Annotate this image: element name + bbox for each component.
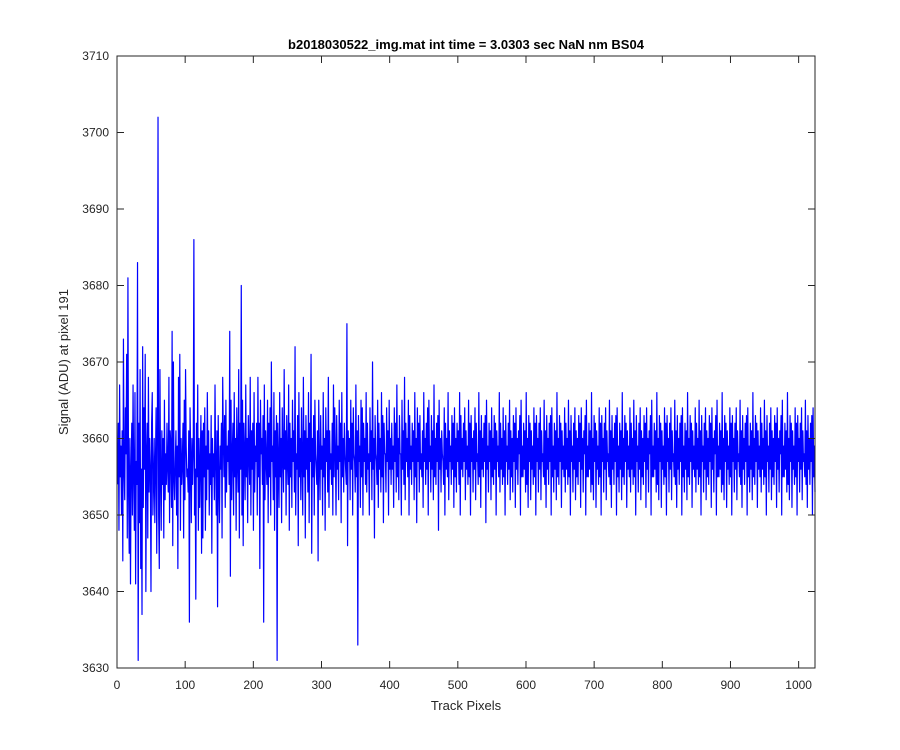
x-tick-label: 500 — [448, 678, 468, 692]
y-tick-label: 3650 — [82, 508, 109, 522]
y-tick-label: 3710 — [82, 49, 109, 63]
x-tick-label: 0 — [114, 678, 121, 692]
x-tick-label: 300 — [311, 678, 331, 692]
y-tick-label: 3630 — [82, 661, 109, 675]
chart-title: b2018030522_img.mat int time = 3.0303 se… — [288, 37, 645, 52]
x-tick-label: 100 — [175, 678, 195, 692]
y-tick-label: 3670 — [82, 355, 109, 369]
signal-series-line — [117, 116, 816, 661]
x-axis-label: Track Pixels — [431, 698, 502, 713]
x-tick-label: 800 — [652, 678, 672, 692]
x-tick-label: 1000 — [785, 678, 812, 692]
y-tick-label: 3680 — [82, 279, 109, 293]
x-tick-label: 200 — [243, 678, 263, 692]
x-tick-label: 700 — [584, 678, 604, 692]
x-tick-label: 600 — [516, 678, 536, 692]
x-tick-label: 900 — [720, 678, 740, 692]
y-tick-label: 3690 — [82, 202, 109, 216]
x-tick-label: 400 — [380, 678, 400, 692]
y-tick-label: 3640 — [82, 585, 109, 599]
y-tick-label: 3660 — [82, 432, 109, 446]
series-layer — [117, 116, 816, 661]
plot-area — [117, 56, 815, 668]
y-tick-label: 3700 — [82, 126, 109, 140]
y-axis-label: Signal (ADU) at pixel 191 — [56, 289, 71, 435]
x-axis-ticks: 0 100 200 300 400 500 600 700 800 900 1000 — [114, 56, 812, 692]
y-axis-ticks: 3630 3640 3650 3660 3670 3680 3690 3700 3710 — [82, 49, 815, 675]
